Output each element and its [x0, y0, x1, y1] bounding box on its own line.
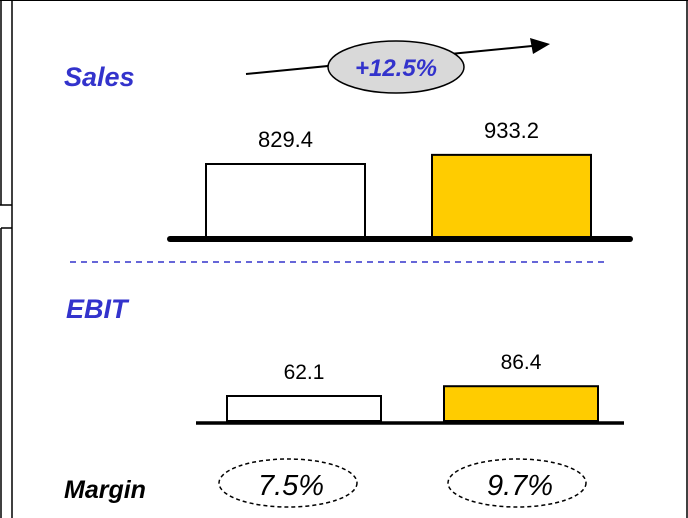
growth-arrow-head: [530, 38, 550, 54]
growth-bubble: [327, 40, 465, 94]
ebit-bar-current: [443, 385, 599, 422]
sales-bar-group: 829.4 933.2: [205, 118, 592, 238]
sales-title: Sales: [64, 62, 135, 92]
ebit-value-label-current: 86.4: [501, 351, 542, 374]
ebit-title: EBIT: [66, 294, 130, 324]
ebit-bar-prior: [226, 395, 382, 422]
margin-value-prior: 7.5%: [258, 470, 324, 502]
sales-value-label-prior: 829.4: [258, 127, 313, 152]
ebit-value-label-prior: 62.1: [284, 361, 325, 384]
margin-label: Margin: [64, 476, 146, 504]
sales-bar-prior: [205, 163, 366, 238]
margin-ellipse-prior: [218, 458, 358, 508]
ebit-bar-group: 62.1 86.4: [226, 351, 599, 422]
growth-label: +12.5%: [355, 55, 437, 82]
margin-ellipse-current: [447, 458, 587, 508]
margin-value-current: 9.7%: [487, 470, 553, 502]
sales-bar-current: [431, 153, 592, 238]
sales-value-label-current: 933.2: [484, 118, 539, 143]
